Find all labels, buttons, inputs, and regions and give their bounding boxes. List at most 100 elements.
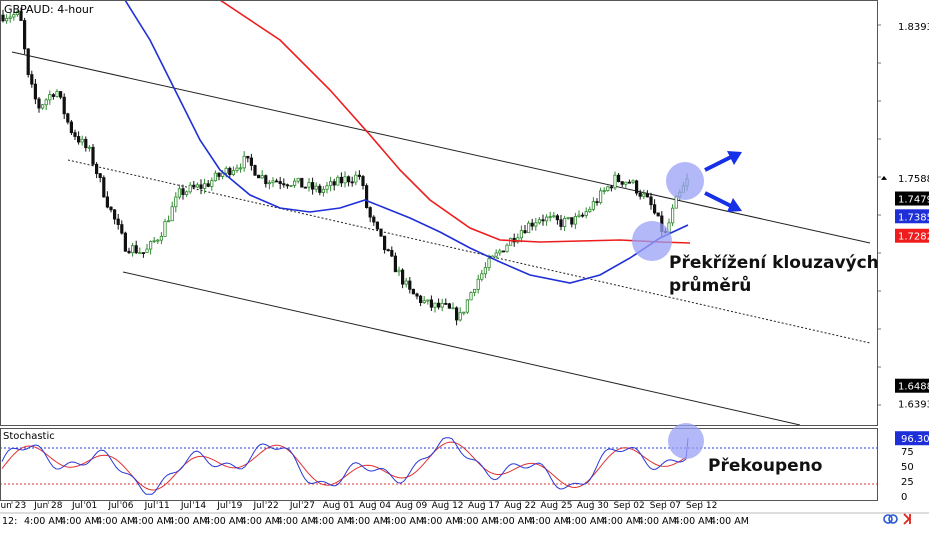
link-icon[interactable]	[883, 514, 898, 524]
candle-body	[627, 181, 632, 184]
annotation-overlays	[632, 151, 742, 459]
candle-body	[177, 188, 181, 198]
candle-body	[462, 311, 466, 314]
candle-body	[145, 248, 149, 254]
candle-body	[120, 224, 124, 234]
time-label: 4:00 AM	[277, 516, 316, 527]
price-tag-label: 1.7282	[898, 232, 929, 243]
date-label: Aug 25	[541, 501, 573, 511]
stochastic-k-line	[1, 437, 689, 495]
time-label: 4:00 AM	[349, 516, 388, 527]
candle-body	[357, 174, 362, 177]
candle-body	[166, 220, 171, 223]
candle-body	[498, 250, 502, 254]
price-tag-box	[895, 191, 929, 206]
candle-body	[570, 217, 574, 225]
scroll-right-icon[interactable]	[903, 513, 911, 525]
candle-body	[404, 280, 408, 285]
candle-body	[210, 180, 214, 187]
time-label: 4:00 AM	[566, 516, 605, 527]
current-price-marker	[881, 175, 887, 180]
candle-body	[159, 235, 163, 241]
date-label: Aug 12	[432, 501, 464, 511]
date-label: Sep 02	[613, 501, 644, 511]
candle-body	[548, 216, 552, 218]
stochastic-tick-label: 25	[901, 477, 914, 488]
candle-body	[109, 206, 113, 211]
candle-body	[635, 180, 639, 194]
candle-body	[559, 219, 563, 227]
time-label: 4:00 AM	[457, 516, 496, 527]
annotation-overbought: Překoupeno	[708, 456, 822, 476]
candle-body	[8, 16, 12, 19]
candle-body	[516, 237, 520, 243]
date-label: Sep 12	[686, 501, 717, 511]
candle-body	[487, 258, 491, 269]
stochastic-pane-border	[0, 428, 878, 501]
time-label: 4:00 AM	[132, 516, 171, 527]
candle-body	[418, 295, 423, 304]
candle-body	[368, 207, 372, 218]
price-tag-box	[895, 228, 929, 243]
navigation-icons[interactable]	[883, 513, 911, 525]
candle-body	[202, 183, 207, 189]
date-label: Jul 22	[253, 501, 279, 511]
candle-body	[606, 186, 610, 191]
candlesticks	[1, 7, 689, 326]
candle-body	[66, 113, 70, 123]
candle-body	[289, 184, 293, 187]
candle-body	[26, 48, 30, 75]
candle-body	[152, 240, 156, 243]
candle-body	[566, 217, 570, 220]
candle-body	[15, 11, 20, 16]
candle-body	[591, 201, 596, 210]
candle-body	[303, 186, 308, 189]
candle-body	[674, 196, 678, 209]
date-label: Jul 11	[144, 501, 170, 511]
candle-body	[375, 221, 380, 230]
price-tag-box	[895, 378, 929, 393]
candle-body	[73, 132, 77, 137]
date-label: Aug 01	[323, 501, 355, 511]
candle-body	[113, 209, 117, 220]
candle-body	[397, 269, 401, 273]
annotation-ma-crossover-line2: průměrů	[669, 274, 751, 296]
candle-body	[285, 184, 290, 187]
candle-body	[552, 215, 556, 218]
stochastic-value-label: 96.30	[901, 434, 929, 445]
stochastic-panel	[0, 437, 877, 495]
candle-body	[645, 193, 650, 198]
time-label: 4:00 AM	[60, 516, 99, 527]
candle-body	[314, 185, 318, 190]
candle-body	[300, 177, 304, 188]
candle-body	[649, 196, 653, 206]
candle-body	[440, 302, 444, 308]
candle-body	[599, 190, 603, 204]
candle-body	[343, 176, 347, 184]
price-tag-label: 1.7385	[898, 212, 929, 223]
candle-body	[274, 180, 279, 183]
candle-body	[642, 193, 646, 197]
date-label: Aug 04	[359, 501, 391, 511]
candle-body	[361, 176, 365, 186]
time-label: 4:00 AM	[96, 516, 135, 527]
candle-body	[228, 167, 232, 175]
candle-body	[386, 249, 390, 252]
candle-body	[264, 175, 268, 185]
candle-body	[246, 155, 250, 159]
arrow-up-shaft	[704, 155, 732, 172]
candle-body	[620, 181, 624, 185]
candle-body	[530, 222, 534, 227]
channel-lower-line	[122, 271, 801, 426]
candle-body	[422, 300, 426, 304]
candle-body	[429, 299, 434, 308]
candle-body	[141, 252, 145, 254]
candle-body	[505, 244, 509, 253]
candle-body	[588, 208, 592, 213]
highlight-circle-overbought	[668, 423, 704, 459]
candle-body	[433, 302, 437, 308]
time-label: 4:00 AM	[602, 516, 641, 527]
candle-body	[537, 219, 542, 224]
candle-body	[613, 174, 617, 189]
candle-body	[364, 185, 369, 208]
